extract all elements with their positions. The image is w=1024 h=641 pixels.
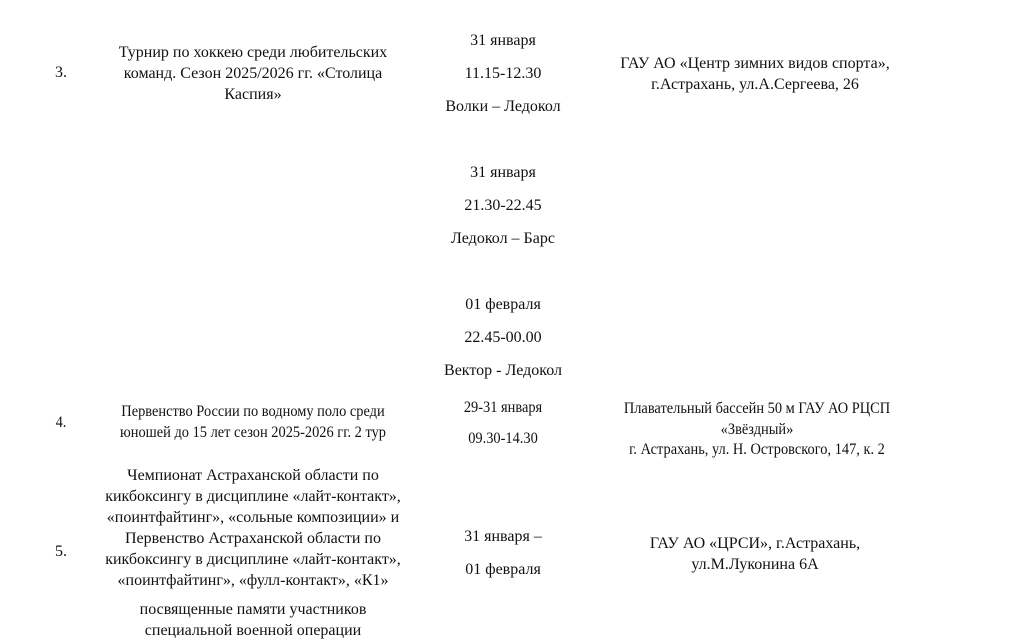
- row-number: 4.: [55, 414, 67, 431]
- match-teams: Ледокол – Барс: [451, 230, 555, 247]
- event-name-line: Каспия»: [224, 86, 282, 103]
- row-number: 5.: [55, 543, 67, 560]
- venue-line: ГАУ АО «ЦРСИ», г.Астрахань,: [649, 535, 861, 552]
- event-name-line: Первенство России по водному поло среди: [121, 403, 385, 420]
- event-name-line: Чемпионат Астраханской области по: [127, 467, 379, 484]
- match-teams: Вектор - Ледокол: [444, 362, 562, 379]
- venue-line: «Звёздный»: [720, 421, 794, 438]
- venue-line: ул.М.Луконина 6А: [691, 556, 819, 573]
- match-date: 31 января: [470, 164, 536, 181]
- event-name-line: посвященные памяти участников: [139, 601, 367, 618]
- match-teams: Волки – Ледокол: [445, 98, 561, 115]
- event-name-line: «поинтфайтинг», «сольные композиции» и: [106, 509, 400, 526]
- event-name-line: команд. Сезон 2025/2026 гг. «Столица: [123, 65, 383, 82]
- match-time: 22.45-00.00: [464, 329, 542, 346]
- match-time: 21.30-22.45: [464, 197, 542, 214]
- venue-line: ГАУ АО «Центр зимних видов спорта»,: [620, 55, 890, 72]
- event-name-line: Турнир по хоккею среди любительских: [118, 44, 388, 61]
- event-name-line: «поинтфайтинг», «фулл-контакт», «К1»: [117, 572, 389, 589]
- event-date: 31 января –: [464, 528, 542, 545]
- event-name-line: юношей до 15 лет сезон 2025-2026 гг. 2 т…: [120, 424, 386, 441]
- venue-line: г.Астрахань, ул.А.Сергеева, 26: [651, 76, 859, 93]
- venue-line: Плавательный бассейн 50 м ГАУ АО РЦСП: [623, 400, 891, 417]
- row-number: 3.: [55, 64, 67, 81]
- event-date: 29-31 января: [463, 399, 543, 416]
- event-time: 09.30-14.30: [468, 430, 538, 447]
- venue-line: г. Астрахань, ул. Н. Островского, 147, к…: [629, 441, 885, 458]
- event-name-line: кикбоксингу в дисциплине «лайт-контакт»,: [105, 551, 401, 568]
- event-name-line: кикбоксингу в дисциплине «лайт-контакт»,: [105, 488, 401, 505]
- event-name-line: Первенство Астраханской области по: [125, 530, 381, 547]
- match-date: 31 января: [470, 32, 536, 49]
- event-date: 01 февраля: [465, 561, 541, 578]
- match-date: 01 февраля: [465, 296, 541, 313]
- event-name-line: специальной военной операции: [144, 622, 362, 639]
- match-time: 11.15-12.30: [464, 65, 542, 82]
